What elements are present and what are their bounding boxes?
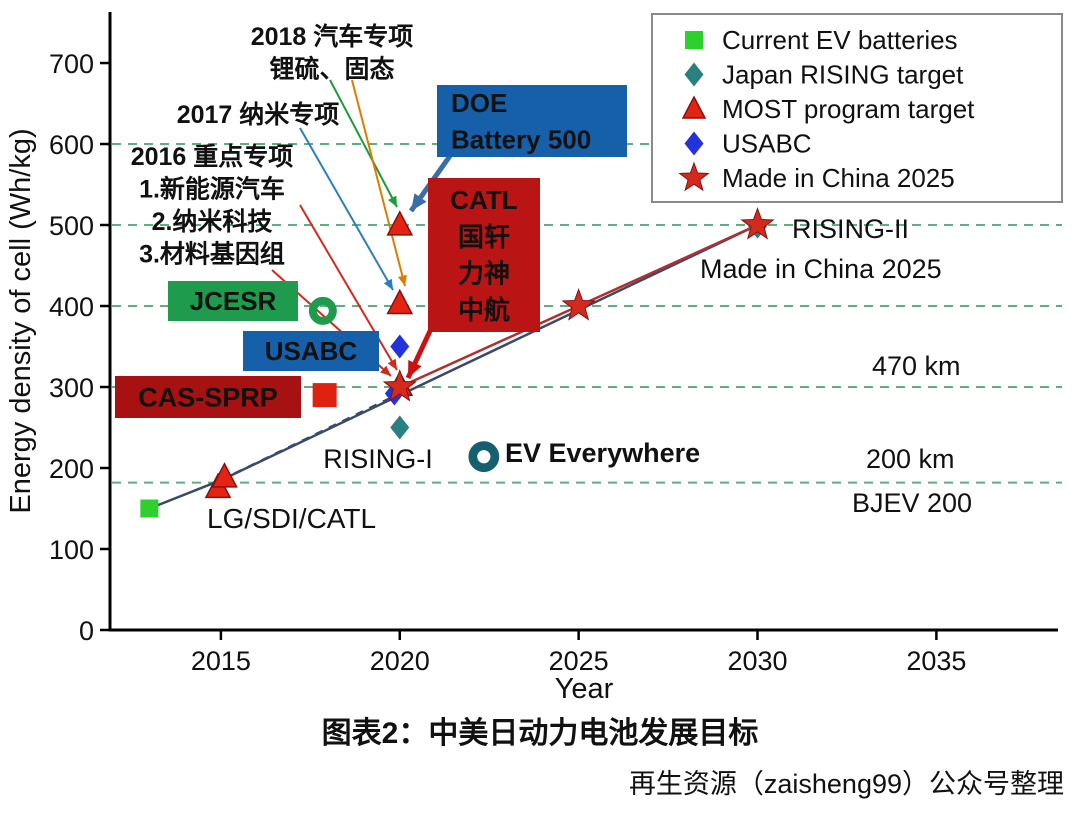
label-lg-sdi-catl: LG/SDI/CATL [207,503,376,534]
label-rising-2: RISING-II [792,214,909,244]
x-tick-label: 2025 [549,646,609,676]
label-200km: 200 km [866,444,955,474]
legend-star-icon [678,161,710,192]
arrow-2018-to-400 [351,79,406,287]
x-axis-label: Year [555,673,614,705]
x-tick-label: 2015 [191,646,251,676]
legend-box [651,13,1063,203]
label-rising-1: RISING-I [323,444,433,474]
y-tick-label: 200 [49,454,94,484]
box-catl-group-label: 国轩 [458,222,510,252]
legend-triangle-icon [681,95,707,119]
most-program-target-marker [211,462,238,488]
jcesr-ring-marker [308,296,337,325]
box-cas-sprp [115,376,301,418]
arrow-doe-to-500-head [411,193,427,211]
label-made-in-china: Made in China 2025 [700,254,942,284]
x-tick-label: 2035 [906,646,966,676]
made-in-china-2025-marker [740,207,775,240]
arrow-2017-to-400-head [383,278,393,290]
y-tick-label: 300 [49,373,94,403]
box-doe-battery-500 [437,85,627,157]
x-tick-label: 2020 [370,646,430,676]
ann-2016-program: 2016 重点专项 [131,142,294,171]
figure-caption: 图表2：中美日动力电池发展目标 [321,717,759,750]
arrow-2016b-to-300-head [387,358,397,370]
arrow-2016-to-300-head [380,365,391,376]
most-program-target-marker [386,288,414,315]
ann-2018-program: 锂硫、固态 [269,55,394,84]
box-usabc [243,331,379,371]
ann-2016-program: 1.新能源汽车 [139,175,285,204]
box-catl-group [428,178,540,332]
battery-development-chart: 2015 2020 2025 2030 2035 0 100 200 300 400 500 600 7… [5,12,1063,705]
arrow-catl-to-300-head [408,360,422,378]
most-program-target-marker [386,210,414,236]
y-tick-label: 600 [49,130,94,160]
legend-square-icon [685,31,703,49]
legend-diamond-icon [684,131,704,156]
box-jcesr-label: JCESR [190,286,277,316]
ann-2016-program: 3.材料基因组 [139,241,285,269]
japan-rising-target-marker [390,415,410,440]
usabc-target-marker [390,334,410,359]
x-tick-label: 2030 [727,646,787,676]
y-tick-label: 700 [49,49,94,79]
lg-history-solid [148,479,222,510]
legend-label: USABC [722,129,812,159]
arrow-2016b-to-300 [299,204,398,371]
source-credit: 再生资源（zaisheng99）公众号整理 [628,769,1064,799]
legend-diamond-icon [684,62,704,87]
ann-2016-program: 2.纳米科技 [152,207,273,236]
label-470km: 470 km [872,351,961,381]
ev-everywhere-ring-marker [468,441,500,473]
box-doe-battery-500-label: Battery 500 [451,124,591,154]
box-catl-group-label: 中航 [458,295,510,325]
y-tick-label: 0 [79,616,94,646]
ann-2018-program: 2018 汽车专项 [251,22,414,51]
arrow-2018-to-500-head [388,195,397,207]
legend-label: Current EV batteries [722,25,958,55]
legend-label: MOST program target [722,94,975,124]
y-tick-label: 500 [49,211,94,241]
made-in-china-2025-marker [561,288,596,321]
arrow-2017-to-400 [299,127,394,291]
arrow-2018-to-500 [329,79,398,208]
label-bjev-200: BJEV 200 [852,488,972,518]
y-tick-label: 400 [49,292,94,322]
box-usabc-label: USABC [265,336,358,366]
legend-label: Made in China 2025 [722,163,955,193]
ann-2017-program: 2017 纳米专项 [177,100,340,129]
rising-trend [220,223,759,482]
box-jcesr [168,281,298,321]
box-catl-group-label: 力神 [458,258,510,288]
y-tick-label: 100 [49,535,94,565]
y-axis-label: Energy density of cell (Wh/kg) [5,128,37,513]
box-catl-group-label: CATL [450,185,518,215]
current-ev-batteries-marker [140,499,159,518]
label-ev-everywhere: EV Everywhere [505,438,700,468]
box-cas-sprp-label: CAS-SPRP [138,382,278,412]
legend-label: Japan RISING target [722,60,964,90]
cas-sprp-point-marker [312,383,337,408]
box-doe-battery-500-label: DOE [451,88,507,118]
made-in-china-2025-marker [382,369,417,402]
arrow-2018-to-400-head [397,274,407,286]
